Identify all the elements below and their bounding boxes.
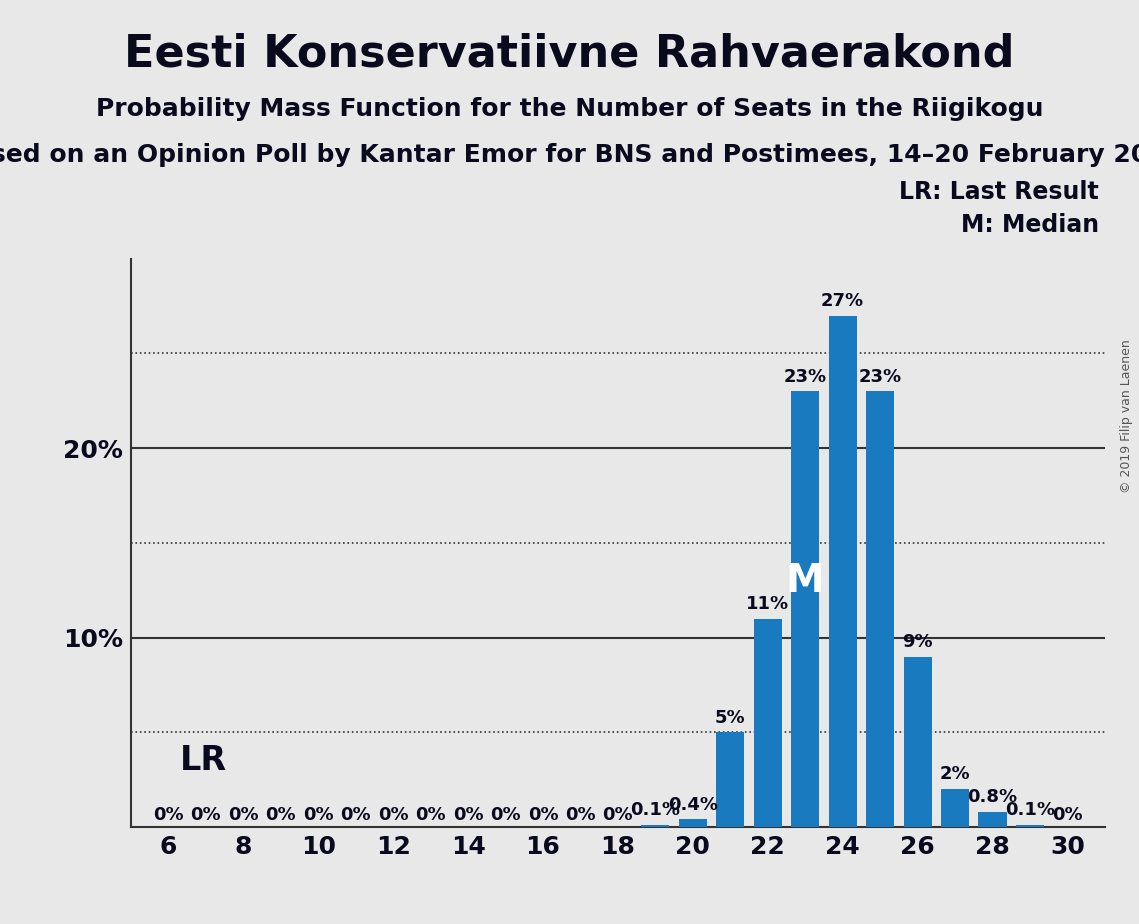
Text: 0.8%: 0.8% [967,788,1017,806]
Bar [978,812,1007,827]
Text: 5%: 5% [715,709,746,726]
Bar [1016,825,1044,827]
Text: 27%: 27% [821,292,865,310]
Bar [716,732,744,827]
Text: 11%: 11% [746,595,789,613]
Text: 0%: 0% [190,806,221,824]
Text: 9%: 9% [902,633,933,650]
Text: 0.4%: 0.4% [667,796,718,814]
Text: 0.1%: 0.1% [630,801,680,820]
Bar [828,315,857,827]
Text: 23%: 23% [784,368,827,385]
Text: M: M [786,562,825,600]
Text: M: Median: M: Median [961,213,1099,237]
Bar [679,820,707,827]
Text: 0%: 0% [603,806,633,824]
Text: 0%: 0% [527,806,558,824]
Text: Probability Mass Function for the Number of Seats in the Riigikogu: Probability Mass Function for the Number… [96,97,1043,121]
Text: 0%: 0% [153,806,183,824]
Text: LR: Last Result: LR: Last Result [900,180,1099,204]
Text: 23%: 23% [859,368,902,385]
Text: 0%: 0% [228,806,259,824]
Bar [941,789,969,827]
Text: Based on an Opinion Poll by Kantar Emor for BNS and Postimees, 14–20 February 20: Based on an Opinion Poll by Kantar Emor … [0,143,1139,167]
Bar [866,392,894,827]
Text: © 2019 Filip van Laenen: © 2019 Filip van Laenen [1121,339,1133,492]
Text: 0%: 0% [303,806,334,824]
Text: 0%: 0% [378,806,409,824]
Bar [903,656,932,827]
Text: 0%: 0% [341,806,371,824]
Text: 0%: 0% [490,806,521,824]
Text: 0%: 0% [565,806,596,824]
Text: LR: LR [180,744,227,777]
Text: 0%: 0% [453,806,483,824]
Text: 0%: 0% [265,806,296,824]
Bar [754,619,781,827]
Bar [792,392,819,827]
Text: 0%: 0% [416,806,446,824]
Text: Eesti Konservatiivne Rahvaerakond: Eesti Konservatiivne Rahvaerakond [124,32,1015,76]
Text: 0.1%: 0.1% [1005,801,1055,820]
Bar [641,825,670,827]
Text: 2%: 2% [940,765,970,784]
Text: 0%: 0% [1052,806,1083,824]
